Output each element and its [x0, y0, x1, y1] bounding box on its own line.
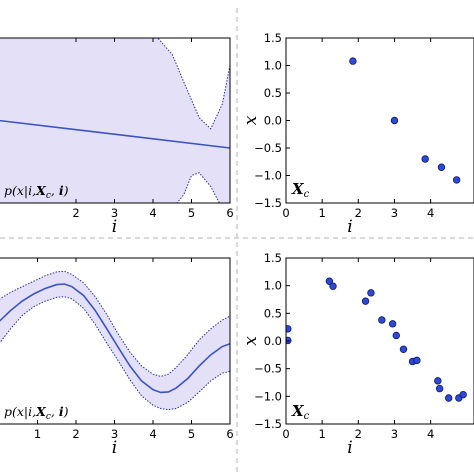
top-right-annotation-sub: c [304, 189, 310, 200]
bottom-left-annotation-annotation-bold2: i [59, 404, 64, 419]
bottom-left-mean-line [0, 283, 230, 394]
top-right-ytick-label-3: 0.0 [264, 114, 282, 128]
bottom-right-ytick-label-3: 0.0 [264, 334, 282, 348]
bottom-left-annotation-annotation-sub: c [46, 412, 51, 422]
bottom-right-point-9 [399, 345, 408, 353]
bottom-right-annotation-sub: c [304, 411, 310, 422]
bottom-left-panel: 1 2 3 4 5 6ip(x|i,Xc, i) [0, 257, 234, 458]
bottom-left-xtick-label-4: 5 [188, 427, 195, 441]
top-right-point-3 [437, 163, 446, 171]
bottom-left-xlabel: i [112, 438, 117, 458]
top-right-annotation: Xc [291, 180, 310, 200]
bottom-right-ytick-label-2: 0.5 [264, 306, 282, 320]
bottom-right-point-6 [378, 316, 386, 324]
bottom-right-point-16 [459, 390, 467, 399]
bottom-left-band-upper-line [0, 270, 230, 377]
top-left-xtick-label-2: 4 [149, 206, 156, 220]
top-right-xtick-label-1: 1 [318, 206, 325, 220]
top-right-ytick-label-2: 0.5 [264, 86, 282, 100]
top-left-xtick-label-4: 6 [226, 206, 233, 220]
top-left-xtick-label-3: 5 [188, 206, 195, 220]
bottom-right-point-14 [444, 394, 453, 402]
top-right-ytick-label-6: −1.5 [254, 196, 282, 210]
bottom-right-xtick-label-2: 2 [355, 427, 362, 441]
bottom-right-ytick-label-6: −1.5 [254, 417, 282, 431]
bottom-right-point-13 [435, 384, 444, 393]
bottom-right-ytick-label-4: −0.5 [254, 362, 282, 376]
top-right-xtick-label-4: 4 [427, 206, 434, 220]
bottom-left-annotation: p(x|i,Xc, i) [4, 404, 69, 422]
top-left-xlabel: i [112, 217, 117, 237]
bottom-left-annotation-annotation-end: ) [63, 404, 69, 419]
top-right-point-4 [452, 176, 461, 184]
bottom-right-point-4 [361, 297, 370, 305]
bottom-left-annotation-annotation-text: p(x|i, [4, 404, 36, 419]
bottom-right-point-1 [286, 336, 292, 345]
bottom-right-xtick-label-0: 0 [282, 427, 289, 441]
bottom-right-ylabel: x [241, 336, 261, 346]
bottom-right-annotation: Xc [291, 402, 310, 422]
bottom-right-ytick-label-0: 1.5 [264, 251, 282, 265]
bottom-right-xlabel: i [347, 438, 352, 458]
top-right-ylabel: x [241, 115, 261, 125]
bottom-right-xtick-label-1: 1 [318, 427, 325, 441]
top-left-annotation-annotation-sub: c [46, 191, 51, 201]
bottom-right-point-3 [329, 282, 337, 290]
top-left-xtick-label-0: 2 [72, 206, 79, 220]
bottom-left-xtick-label-3: 4 [149, 427, 156, 441]
top-right-annotation-bold: X [291, 180, 305, 198]
bottom-right-ytick-label-1: 1.0 [264, 279, 282, 293]
bottom-right-ytick-label-5: −1.0 [254, 389, 282, 403]
top-left-annotation-annotation-mid: , [51, 183, 59, 198]
top-right-ytick-label-1: 1.0 [264, 59, 282, 73]
top-left-uncertainty-band [0, 38, 230, 203]
bottom-left-xtick-label-2: 3 [111, 427, 118, 441]
top-left-panel: 2 3 4 5 6ip(x|i,Xc, i) [0, 37, 234, 237]
bottom-left-annotation-annotation-bold1: X [35, 404, 47, 419]
bottom-right-panel: 0 1 2 3 4 1.5 1.0 0.5 0.0 −0.5 −1.0 −1.5 i x Xc [241, 251, 474, 458]
bottom-right-point-5 [367, 289, 375, 297]
top-right-ytick-label-5: −1.0 [254, 169, 282, 183]
top-left-annotation-annotation-bold2: i [59, 183, 64, 198]
top-right-panel: 0 1 2 3 4 1.5 1.0 0.5 0.0 −0.5 −1.0 −1.5 i x Xc [241, 31, 474, 237]
top-right-ytick-label-4: −0.5 [254, 141, 282, 155]
bottom-right-point-8 [392, 331, 400, 340]
top-right-xtick-label-2: 2 [355, 206, 362, 220]
bottom-left-annotation-annotation-mid: , [51, 404, 59, 419]
bottom-left-xtick-label-0: 1 [34, 427, 41, 441]
bottom-right-annotation-bold: X [291, 402, 305, 420]
top-right-point-1 [390, 116, 399, 125]
top-right-point-2 [421, 155, 429, 163]
top-left-xtick-label-1: 3 [111, 206, 118, 220]
top-right-ytick-label-0: 1.5 [264, 31, 282, 45]
bottom-right-point-7 [388, 320, 397, 328]
bottom-right-point-0 [286, 325, 292, 333]
bottom-left-xtick-label-5: 6 [226, 427, 233, 441]
top-right-axes-frame [285, 37, 474, 204]
top-right-xlabel: i [347, 217, 352, 237]
bottom-right-xtick-label-3: 3 [391, 427, 398, 441]
top-left-annotation: p(x|i,Xc, i) [4, 183, 69, 201]
bottom-left-uncertainty-band [0, 271, 230, 410]
top-left-band-upper-line [157, 38, 230, 130]
top-right-xtick-label-3: 3 [391, 206, 398, 220]
bottom-right-point-2 [325, 277, 334, 285]
top-right-xtick-label-0: 0 [282, 206, 289, 220]
top-left-annotation-annotation-end: ) [63, 183, 69, 198]
bottom-right-xtick-label-4: 4 [427, 427, 434, 441]
top-left-annotation-annotation-text: p(x|i, [4, 183, 36, 198]
top-left-mean-line [0, 119, 230, 149]
top-left-band-lower-line [176, 172, 220, 203]
bottom-right-point-11 [413, 356, 421, 365]
top-left-annotation-annotation-bold1: X [35, 183, 47, 198]
bottom-right-point-12 [434, 377, 442, 385]
bottom-left-xtick-label-1: 2 [72, 427, 79, 441]
top-right-point-0 [349, 57, 357, 65]
